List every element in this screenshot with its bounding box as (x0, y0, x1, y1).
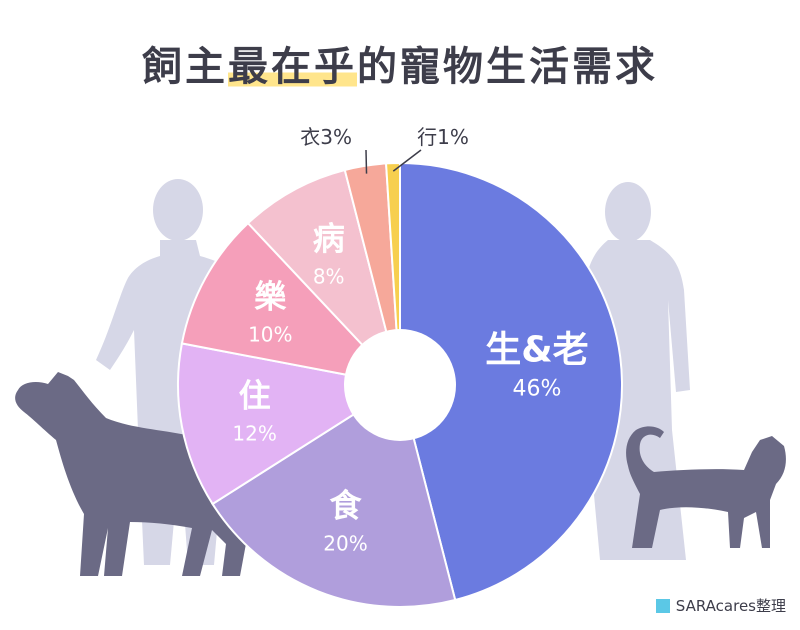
slice-outside-label: 行1% (417, 125, 469, 149)
slice-value-label: 12% (232, 422, 276, 446)
title-part-1: 飼主 (142, 44, 228, 90)
leader-line (365, 149, 368, 174)
source-text: SARAcares整理 (675, 597, 786, 615)
source-swatch-icon (655, 598, 670, 613)
slice-value-label: 10% (248, 323, 292, 347)
pet-silhouettes (15, 372, 786, 576)
slice-category-label: 病 (313, 219, 345, 257)
leader-lines (365, 149, 422, 174)
slice-category-label: 樂 (254, 278, 287, 316)
dog-silhouette-icon (15, 372, 250, 576)
slice-value-label: 20% (323, 532, 367, 556)
donut-hole (344, 329, 456, 441)
pie-labels: 生&老 46% 食 20% 住 12% 樂 10% 病 8% 衣3% 行1% (232, 125, 588, 556)
pie-slice-4 (246, 168, 401, 386)
slice-category-label: 食 (330, 487, 363, 525)
pie-slice-0 (399, 161, 623, 602)
slice-value-label: 46% (512, 377, 561, 402)
slice-outside-label: 衣3% (300, 125, 352, 149)
title-highlight: 最在乎 (228, 44, 357, 90)
leader-line (392, 149, 422, 172)
slice-category-label: 生&老 (485, 330, 588, 371)
slice-category-label: 住 (239, 377, 271, 415)
chart-title: 飼主最在乎的寵物生活需求 (0, 34, 800, 92)
source-note: SARAcares整理 (655, 595, 786, 616)
cat-silhouette-icon (626, 426, 786, 548)
slice-value-label: 8% (313, 264, 345, 288)
title-part-2: 的寵物生活需求 (357, 44, 658, 90)
pie-slice-3 (180, 221, 403, 387)
